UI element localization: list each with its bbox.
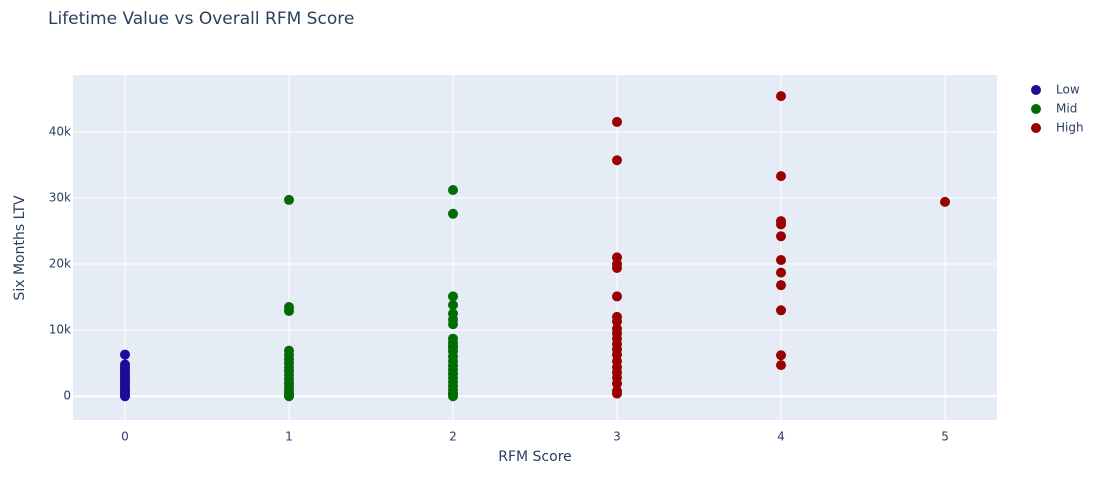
x-tick-label: 2 <box>449 430 457 444</box>
marker <box>283 301 294 312</box>
marker <box>776 280 787 291</box>
marker <box>612 378 623 389</box>
marker <box>119 349 130 360</box>
marker <box>447 185 458 195</box>
y-tick-label: 20k <box>49 257 71 271</box>
marker <box>776 231 787 242</box>
marker <box>612 116 623 127</box>
y-tick-label: 0 <box>63 389 71 403</box>
marker <box>283 389 294 400</box>
y-axis-label: Six Months LTV <box>12 195 28 301</box>
x-tick-label: 5 <box>941 430 949 444</box>
legend-label[interactable]: Low <box>1056 83 1080 97</box>
marker <box>447 300 458 310</box>
marker <box>776 255 787 266</box>
marker <box>612 291 623 302</box>
marker <box>283 345 294 356</box>
x-tick-label: 1 <box>285 430 293 444</box>
x-tick-label: 0 <box>121 430 129 444</box>
x-tick-label: 4 <box>777 430 785 444</box>
marker <box>940 196 951 207</box>
marker <box>447 389 458 400</box>
marker <box>776 171 787 182</box>
marker <box>612 262 623 273</box>
marker <box>447 337 458 348</box>
y-tick-label: 30k <box>49 190 71 204</box>
legend-label[interactable]: Mid <box>1056 102 1077 116</box>
y-tick-label: 10k <box>49 323 71 337</box>
marker <box>119 359 130 370</box>
marker <box>612 316 623 327</box>
marker <box>776 360 787 371</box>
legend-marker[interactable] <box>1031 104 1041 114</box>
chart-title: Lifetime Value vs Overall RFM Score <box>48 9 354 29</box>
marker <box>776 219 787 230</box>
marker <box>776 91 787 102</box>
marker <box>776 305 787 316</box>
marker <box>447 208 458 219</box>
marker <box>283 194 294 205</box>
marker <box>612 155 623 166</box>
y-tick-label: 40k <box>49 124 71 138</box>
marker <box>776 267 787 278</box>
plot-area <box>73 75 997 420</box>
x-tick-label: 3 <box>613 430 621 444</box>
marker <box>612 388 623 399</box>
x-axis-label: RFM Score <box>498 449 572 465</box>
marker <box>776 350 787 361</box>
legend-marker[interactable] <box>1031 123 1041 133</box>
marker <box>447 291 458 302</box>
marker <box>447 308 458 319</box>
legend-label[interactable]: High <box>1056 121 1084 135</box>
legend-marker[interactable] <box>1031 85 1041 95</box>
